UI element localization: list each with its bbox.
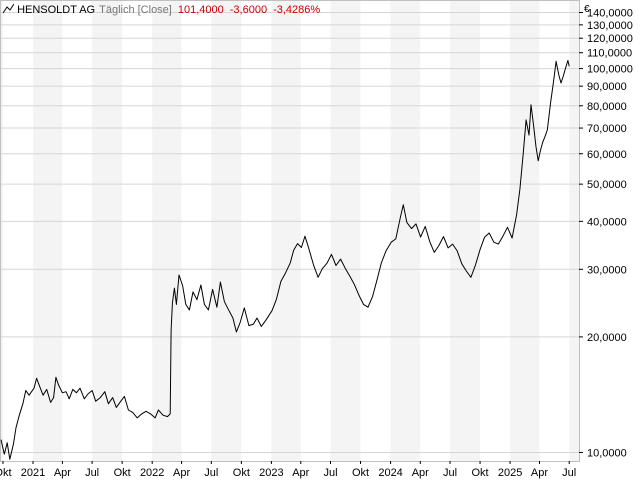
y-tick-label: 60,0000	[587, 149, 627, 161]
plot-frame	[0, 0, 580, 462]
x-tick-label: 2023	[259, 467, 283, 479]
y-tick-label: 70,0000	[587, 123, 627, 135]
period-band	[330, 1, 361, 461]
period-band	[62, 1, 93, 461]
x-tick-label: Jul	[323, 467, 337, 479]
period-band	[122, 1, 153, 461]
x-tick-label: Jul	[85, 467, 99, 479]
y-tick-label: 90,0000	[587, 81, 627, 93]
instrument-name: HENSOLDT AG	[17, 4, 96, 16]
y-tick-label: 50,0000	[587, 179, 627, 191]
period-band	[360, 1, 391, 461]
y-tick-label: 110,0000	[587, 48, 632, 60]
period-band	[569, 1, 579, 461]
x-tick-label: Apr	[173, 467, 190, 479]
y-tick-label: 120,0000	[587, 33, 633, 45]
period-band	[420, 1, 451, 461]
y-tick-label: 80,0000	[587, 101, 627, 113]
x-tick-label: Okt	[0, 467, 12, 479]
price-change: -3,6000	[229, 4, 268, 16]
period-bands	[1, 1, 579, 461]
price-line	[0, 60, 570, 460]
line-chart-icon	[2, 3, 17, 16]
x-tick-label: 2022	[140, 467, 164, 479]
period-band	[2, 1, 34, 461]
y-tick-label: 30,0000	[587, 264, 627, 276]
x-tick-label: 2025	[498, 467, 522, 479]
x-tick-label: Okt	[233, 467, 250, 479]
period-band	[510, 1, 540, 461]
x-tick-label: Jul	[204, 467, 218, 479]
y-tick-label: 100,0000	[587, 64, 633, 76]
x-tick-label: Apr	[54, 467, 71, 479]
y-tick-label: 140,0000	[587, 8, 633, 20]
x-tick-label: Apr	[531, 467, 548, 479]
x-tick-label: Apr	[292, 467, 309, 479]
x-tick-label: Jul	[562, 467, 576, 479]
period-band	[92, 1, 123, 461]
x-tick-label: Apr	[412, 467, 429, 479]
x-tick-label: Okt	[471, 467, 488, 479]
x-tick-label: 2021	[21, 467, 45, 479]
period-band	[1, 1, 3, 461]
period-band	[211, 1, 242, 461]
y-axis: 10,0000 20,0000 30,0000 40,0000 50,0000 60,00…	[579, 8, 633, 459]
period-band	[450, 1, 481, 461]
period-band	[271, 1, 301, 461]
period-band	[181, 1, 212, 461]
period-band	[241, 1, 272, 461]
chart-subtitle: Täglich [Close]	[99, 4, 172, 16]
x-tick-label: Okt	[114, 467, 131, 479]
period-band	[390, 1, 421, 461]
period-band	[33, 1, 63, 461]
currency-label: €	[584, 4, 590, 15]
period-band	[300, 1, 331, 461]
chart-header: HENSOLDT AG Täglich [Close] 101,4000 -3,600…	[2, 3, 321, 16]
x-tick-label: Jul	[443, 467, 457, 479]
x-tick-label: Okt	[352, 467, 369, 479]
y-tick-label: 10,0000	[587, 447, 627, 459]
grid-lines	[1, 12, 579, 453]
y-tick-label: 40,0000	[587, 216, 627, 228]
period-band	[152, 1, 182, 461]
price-change-percent: -3,4286%	[273, 4, 321, 16]
x-axis: Okt 2021 Apr Jul Okt 2022 Apr Jul Okt 2023 Apr Jul O…	[0, 461, 576, 479]
x-tick-label: 2024	[378, 467, 402, 479]
y-tick-label: 20,0000	[587, 332, 627, 344]
price-series	[0, 60, 570, 460]
y-tick-label: 130,0000	[587, 20, 633, 32]
last-price: 101,4000	[177, 4, 224, 16]
